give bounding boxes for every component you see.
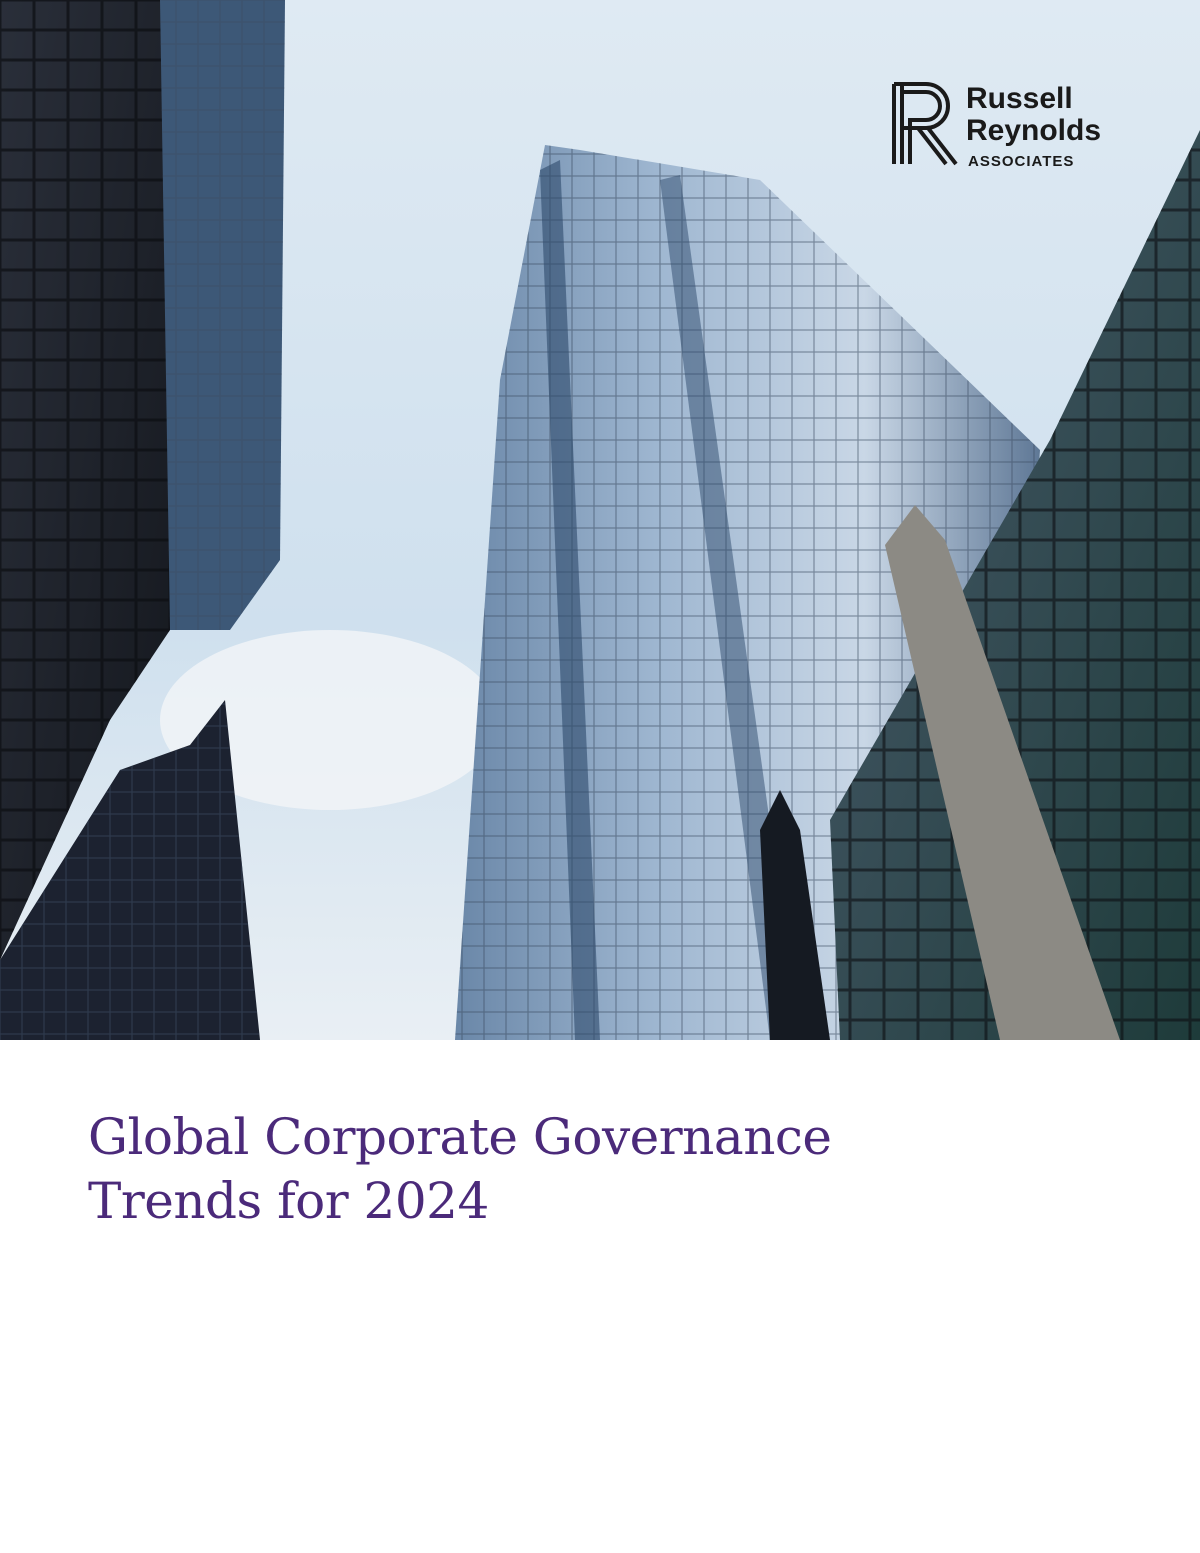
logo: Russell Reynolds ASSOCIATES	[892, 82, 1101, 170]
title: Global Corporate Governance Trends for 2…	[88, 1105, 832, 1233]
logo-name: Russell	[966, 82, 1073, 115]
title-line: Global Corporate Governance	[88, 1108, 832, 1166]
cover-photo	[0, 0, 1200, 1040]
logo-tagline: ASSOCIATES	[968, 153, 1074, 170]
title-line: Trends for 2024	[88, 1172, 489, 1230]
logo-name: Reynolds	[966, 114, 1101, 147]
logo-mark	[892, 82, 958, 166]
